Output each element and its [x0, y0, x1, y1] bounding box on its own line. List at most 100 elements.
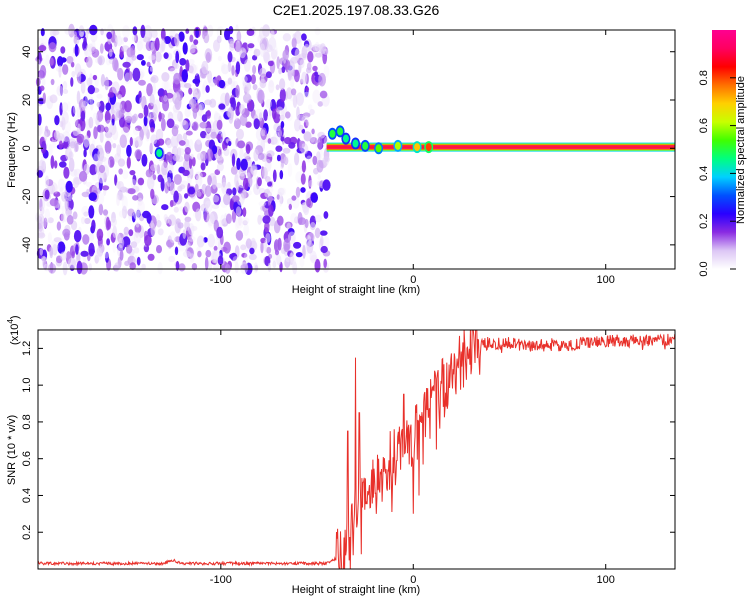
noise-cell: [236, 30, 242, 43]
noise-cell: [160, 28, 166, 41]
noise-cell: [182, 229, 187, 240]
noise-cell: [86, 77, 93, 87]
noise-cell: [227, 51, 233, 63]
noise-cell: [274, 239, 280, 253]
noise-cell: [146, 212, 152, 224]
noise-cell: [282, 33, 292, 42]
noise-cell: [308, 104, 313, 111]
noise-cell: [119, 134, 128, 148]
snr-y-multiplier: (x104): [6, 315, 21, 345]
colorbar: 0.0 0.2 0.4 0.6 0.8 Normalized spectral ampl…: [698, 30, 747, 277]
noise-cell: [99, 43, 104, 54]
noise-cell: [132, 26, 138, 36]
noise-cell: [253, 148, 259, 162]
noise-cell: [300, 173, 306, 185]
noise-cell: [118, 108, 125, 118]
noise-cell: [189, 166, 194, 180]
noise-cell: [310, 192, 318, 203]
noise-cell: [299, 257, 305, 268]
noise-cell: [235, 40, 241, 54]
noise-cell: [124, 68, 131, 82]
noise-cell: [76, 90, 81, 105]
noise-cell: [234, 261, 239, 274]
noise-cell: [259, 78, 267, 89]
signal-feature: [352, 139, 359, 148]
noise-cell: [41, 160, 46, 174]
noise-cell: [279, 195, 284, 205]
noise-cell: [64, 197, 69, 212]
noise-cell: [241, 75, 248, 83]
noise-cell: [195, 174, 203, 187]
noise-cell: [237, 140, 246, 149]
noise-cell: [240, 244, 247, 251]
snr-x-ticks: -100 0 100: [210, 330, 615, 586]
noise-cell: [157, 174, 163, 183]
noise-cell: [138, 112, 144, 119]
noise-cell: [192, 121, 199, 131]
noise-cell: [230, 252, 238, 261]
noise-cell: [149, 141, 154, 154]
noise-cell: [48, 143, 53, 156]
noise-cell: [190, 48, 198, 55]
signal-feature: [375, 144, 382, 153]
noise-cell: [275, 145, 283, 152]
noise-cell: [224, 28, 231, 41]
noise-cell: [268, 225, 274, 231]
noise-cell: [286, 87, 293, 100]
noise-cell: [150, 29, 158, 38]
noise-cell: [167, 214, 177, 226]
noise-cell: [61, 111, 69, 125]
noise-cell: [106, 31, 113, 40]
noise-cell: [291, 195, 297, 201]
noise-cell: [86, 56, 93, 68]
noise-cell: [194, 64, 199, 76]
noise-cell: [312, 89, 321, 104]
noise-cell: [130, 179, 137, 190]
noise-cell: [155, 51, 162, 63]
noise-cell: [288, 203, 292, 210]
signal-feature: [337, 127, 344, 136]
noise-cell: [39, 248, 43, 256]
noise-cell: [312, 65, 318, 72]
noise-cell: [286, 198, 293, 206]
noise-cell: [290, 88, 297, 96]
noise-cell: [149, 93, 155, 107]
noise-cell: [199, 121, 208, 129]
noise-cell: [185, 28, 190, 34]
noise-cell: [179, 184, 186, 190]
noise-cell: [265, 99, 272, 109]
snr-x-tick-label: -100: [210, 574, 232, 586]
noise-cell: [87, 99, 95, 105]
noise-cell: [56, 85, 64, 97]
noise-cell: [253, 118, 260, 130]
noise-cell: [169, 160, 174, 171]
noise-cell: [53, 184, 59, 194]
noise-cell: [278, 129, 282, 138]
noise-cell: [307, 51, 314, 63]
snr-frame: [37, 329, 676, 570]
noise-cell: [39, 65, 47, 79]
noise-cell: [217, 55, 222, 62]
noise-cell: [94, 119, 100, 125]
noise-cell: [248, 253, 257, 261]
noise-cell: [39, 206, 45, 216]
noise-cell: [288, 252, 294, 265]
noise-cell: [169, 181, 175, 196]
noise-cell: [204, 200, 213, 213]
noise-cell: [224, 92, 230, 107]
noise-cell: [49, 57, 54, 66]
noise-cell: [245, 86, 250, 98]
noise-cell: [42, 92, 46, 104]
noise-cell: [118, 168, 123, 175]
noise-cell: [267, 115, 271, 121]
noise-cell: [231, 153, 236, 167]
noise-cell: [104, 131, 113, 139]
noise-cell: [192, 78, 201, 84]
noise-cell: [293, 69, 300, 83]
noise-cell: [277, 215, 284, 226]
noise-cell: [217, 148, 222, 157]
noise-cell: [238, 104, 245, 115]
noise-cell: [122, 61, 131, 68]
noise-cell: [126, 144, 132, 157]
noise-cell: [122, 236, 131, 248]
